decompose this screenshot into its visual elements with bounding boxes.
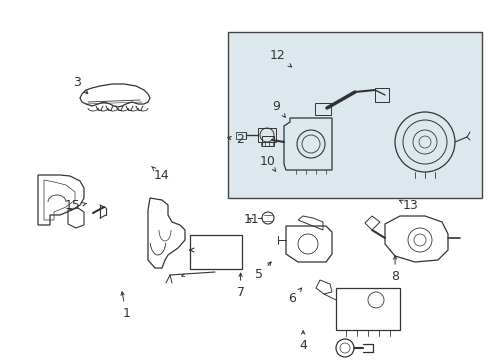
Text: 11: 11: [243, 213, 259, 226]
Bar: [262, 136, 273, 146]
Text: 8: 8: [390, 256, 398, 283]
Text: 12: 12: [269, 49, 291, 67]
Text: 15: 15: [64, 199, 86, 212]
Text: 2: 2: [227, 133, 243, 146]
Text: 6: 6: [288, 288, 301, 305]
Text: 7: 7: [236, 273, 244, 299]
Text: 10: 10: [260, 155, 275, 171]
Bar: [190, 235, 242, 269]
Bar: [374, 88, 388, 102]
Text: 3: 3: [73, 76, 88, 94]
Text: 9: 9: [272, 100, 285, 117]
Bar: [258, 128, 275, 142]
Bar: [236, 132, 245, 139]
Bar: [335, 288, 399, 330]
Text: 1: 1: [121, 292, 130, 320]
Text: 14: 14: [151, 166, 169, 182]
Text: 5: 5: [255, 262, 270, 281]
Text: 13: 13: [399, 199, 418, 212]
Bar: [314, 103, 330, 115]
Bar: [227, 32, 481, 198]
Text: 4: 4: [299, 331, 306, 352]
